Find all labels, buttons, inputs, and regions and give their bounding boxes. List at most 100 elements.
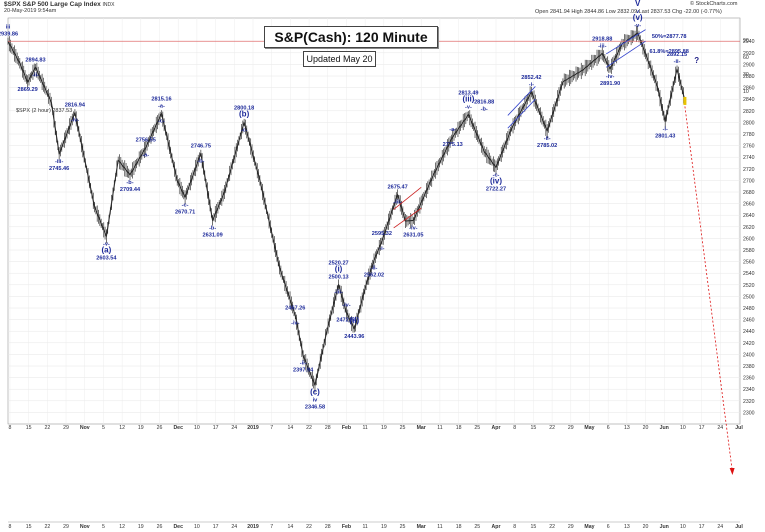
wave-label: 2775.13 — [443, 142, 463, 148]
x-tick-label: 15 — [530, 524, 536, 530]
x-tick-label: 19 — [138, 425, 144, 431]
y-tick-label: 10 — [743, 89, 749, 95]
wave-label: -ii- — [32, 72, 39, 78]
x-tick-label: 14 — [287, 425, 293, 431]
projection-arrowhead — [729, 468, 735, 475]
x-tick-label: 8 — [9, 425, 12, 431]
x-tick-label: 8 — [513, 524, 516, 530]
wave-label: 2801.43 — [655, 134, 675, 140]
wave-label: 50%=2877.78 — [652, 34, 687, 40]
wave-label: 2631.09 — [203, 232, 223, 238]
wave-label: -iv- — [606, 74, 615, 80]
x-tick-label: 28 — [325, 524, 331, 530]
x-tick-label: Nov — [80, 425, 90, 431]
y-tick-label: 2840 — [743, 97, 755, 103]
x-tick-label: Apr — [492, 425, 501, 431]
wave-label: -i- — [379, 246, 384, 252]
x-tick-label: 15 — [530, 425, 536, 431]
x-tick-label: Feb — [342, 524, 351, 530]
x-tick-label: 14 — [287, 524, 293, 530]
wave-label: 2631.05 — [403, 232, 423, 238]
x-tick-label: Apr — [492, 524, 501, 530]
y-tick-label: 2340 — [743, 387, 755, 393]
symbol: $SPX — [4, 1, 21, 8]
wave-label: -c- — [493, 172, 500, 178]
wave-label: -b- — [126, 180, 133, 186]
y-tick-label: 2760 — [743, 144, 755, 150]
wave-label: 2800.18 — [234, 105, 254, 111]
wave-label: 2816.88 — [474, 100, 494, 106]
wave-label: -b- — [481, 107, 488, 113]
wave-label: 2939.86 — [0, 31, 18, 37]
x-tick-label: 13 — [624, 425, 630, 431]
wave-label: -iv- — [71, 118, 80, 124]
x-tick-label: 17 — [699, 425, 705, 431]
wave-label: 2397.94 — [293, 368, 314, 374]
wave-label: -iii- — [55, 159, 64, 165]
x-tick-label: Jun — [660, 524, 669, 530]
blue-channel — [605, 40, 646, 68]
y-tick-label: 2400 — [743, 352, 755, 358]
wave-label: -a- — [158, 104, 165, 110]
x-tick-label: 15 — [26, 425, 32, 431]
x-tick-label: May — [584, 425, 594, 431]
y-tick-label: 90 — [743, 38, 749, 44]
wave-label: 2813.49 — [458, 91, 478, 97]
x-tick-label: 8 — [513, 425, 516, 431]
wave-label: V — [635, 0, 641, 8]
wave-label: 2467.26 — [285, 306, 305, 312]
y-tick-label: 2940 — [743, 39, 755, 45]
x-tick-label: 2019 — [247, 425, 259, 431]
x-tick-label: 26 — [157, 425, 163, 431]
x-tick-label: 19 — [381, 425, 387, 431]
chart-title: S&P(Cash): 120 Minute Chart — [264, 26, 438, 65]
x-tick-label: 8 — [9, 524, 12, 530]
x-tick-label: 25 — [400, 524, 406, 530]
wave-label: -c- — [158, 119, 165, 125]
x-tick-label: 29 — [63, 524, 69, 530]
price-series — [7, 25, 686, 393]
y-tick-label: 2460 — [743, 318, 755, 324]
y-tick-label: 2880 — [743, 74, 755, 80]
y-tick-label: 2600 — [743, 236, 755, 242]
x-tick-label: 7 — [270, 425, 273, 431]
x-tick-label: 22 — [44, 524, 50, 530]
x-tick-label: 22 — [549, 425, 555, 431]
x-tick-label: 18 — [456, 425, 462, 431]
blue-channel — [605, 29, 646, 55]
wave-label: 2709.44 — [120, 187, 141, 193]
wave-label: 2670.71 — [175, 209, 195, 215]
x-tick-label: 20 — [643, 524, 649, 530]
wave-label: 2562.02 — [364, 272, 384, 278]
x-tick-label: 13 — [624, 524, 630, 530]
wave-label: 2675.47 — [387, 185, 407, 191]
red-channel — [393, 187, 422, 210]
x-tick-label: 10 — [680, 524, 686, 530]
wave-label: 2852.42 — [521, 75, 541, 81]
x-tick-label: 28 — [325, 425, 331, 431]
x-tick-label: 24 — [231, 425, 237, 431]
y-tick-label: 2500 — [743, 294, 755, 300]
y-tick-label: 2380 — [743, 364, 755, 370]
wave-label: 2603.54 — [96, 255, 117, 261]
x-tick-label: Mar — [417, 524, 426, 530]
y-tick-label: 2780 — [743, 132, 755, 138]
wave-label: 2869.29 — [18, 87, 38, 93]
x-tick-label: 22 — [44, 425, 50, 431]
x-tick-label: May — [584, 524, 594, 530]
x-tick-label: 10 — [680, 425, 686, 431]
y-tick-label: 2920 — [743, 51, 755, 57]
wave-label: 2595.32 — [372, 231, 392, 237]
wave-label: 2745.46 — [49, 166, 69, 172]
quote-summary: Open 2841.94 High 2844.86 Low 2832.09 La… — [535, 9, 722, 15]
wave-label: -a- — [142, 153, 149, 159]
x-tick-label: Dec — [173, 524, 183, 530]
wave-label: (a) — [101, 245, 111, 254]
y-tick-label: 2720 — [743, 167, 755, 173]
y-tick-label: 2820 — [743, 109, 755, 115]
y-tick-label: 2540 — [743, 271, 755, 277]
wave-label: -iii- — [393, 200, 402, 206]
wave-label: 2756.55 — [136, 138, 156, 144]
y-tick-label: 2640 — [743, 213, 755, 219]
y-tick-label: 2480 — [743, 306, 755, 312]
